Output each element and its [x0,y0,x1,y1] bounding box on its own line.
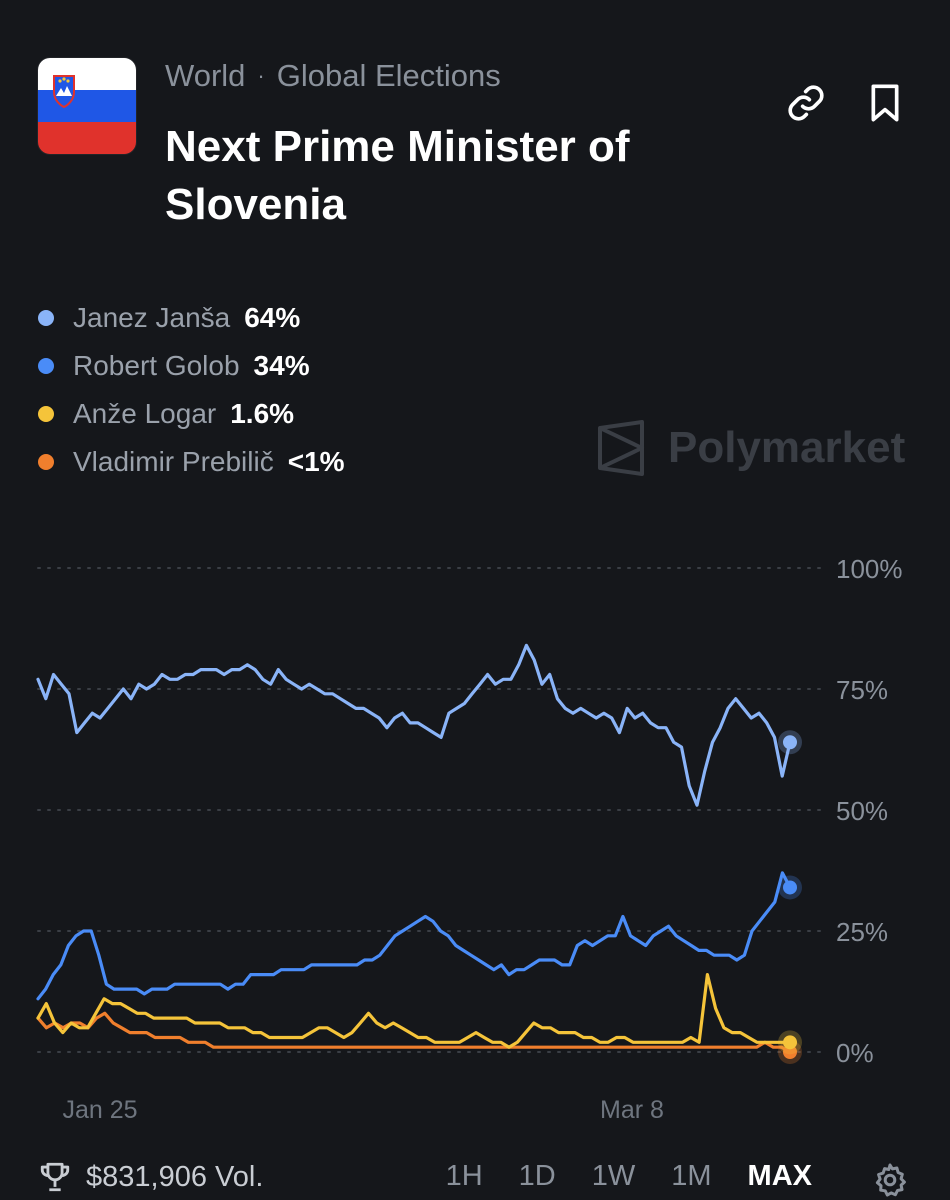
x-tick-label: Jan 25 [62,1096,137,1124]
legend-pct: <1% [287,446,345,477]
polymarket-watermark: Polymarket [596,420,905,476]
breadcrumb-global-elections[interactable]: Global Elections [276,58,501,93]
footer: $831,906 Vol. 1H 1D 1W 1M MAX [0,1160,950,1200]
legend-swatch [38,358,54,374]
series-endpoint [783,1035,797,1050]
range-1d[interactable]: 1D [518,1160,556,1192]
range-1m[interactable]: 1M [671,1160,712,1192]
series-line-logar [36,973,792,1049]
legend-pct: 64% [244,302,301,333]
legend-name: Robert Golob [73,350,240,381]
legend-item-logar[interactable]: Anže Logar 1.6% [38,390,345,438]
breadcrumb-world[interactable]: World [165,58,246,93]
bookmark-button[interactable] [862,80,908,126]
series-line-prebili [36,1011,792,1054]
legend-swatch [38,406,54,422]
slovenia-flag-icon [38,58,136,154]
y-tick-label: 0% [836,1038,874,1068]
legend-swatch [38,310,54,326]
polymarket-logo-icon [598,420,644,476]
y-tick-label: 50% [836,796,888,826]
y-tick-label: 100% [836,554,903,584]
legend-swatch [38,454,54,470]
link-button[interactable] [783,80,829,126]
watermark-text: Polymarket [668,423,906,472]
legend-name: Vladimir Prebilič [73,446,274,477]
range-1w[interactable]: 1W [591,1160,636,1192]
y-tick-label: 25% [836,917,888,947]
volume: $831,906 Vol. [38,1160,263,1194]
legend-name: Anže Logar [73,398,217,429]
trophy-icon [40,1162,70,1192]
price-chart[interactable]: 100% 75% 50% 25% 0% Jan 25 Mar 8 [0,540,950,1140]
legend-pct: 34% [253,350,310,381]
link-icon [788,85,824,121]
legend-item-prebilic[interactable]: Vladimir Prebilič <1% [38,438,345,486]
range-1h[interactable]: 1H [445,1160,483,1192]
series-line-golob [36,871,792,1001]
bookmark-icon [871,84,899,122]
x-tick-label: Mar 8 [600,1096,664,1124]
breadcrumb-separator: · [257,63,265,88]
range-max[interactable]: MAX [747,1160,812,1192]
series-endpoint [783,1045,797,1059]
series-endpoint [783,880,797,895]
y-tick-label: 75% [836,675,888,705]
legend: Janez Janša 64% Robert Golob 34% Anže Lo… [38,294,345,486]
flag-stripe-red [38,122,136,154]
series-line-jana [36,643,792,807]
legend-item-golob[interactable]: Robert Golob 34% [38,342,345,390]
time-range-selector: 1H 1D 1W 1M MAX [428,1160,830,1193]
volume-text: $831,906 Vol. [86,1160,264,1193]
breadcrumb: World · Global Elections [165,58,501,94]
legend-pct: 1.6% [230,398,295,429]
coat-of-arms-icon [53,75,75,108]
legend-name: Janez Janša [73,302,231,333]
legend-item-jansa[interactable]: Janez Janša 64% [38,294,345,342]
series-endpoint [783,735,797,750]
gear-icon[interactable] [872,1162,908,1198]
page-title: Next Prime Minister of Slovenia [165,122,630,229]
